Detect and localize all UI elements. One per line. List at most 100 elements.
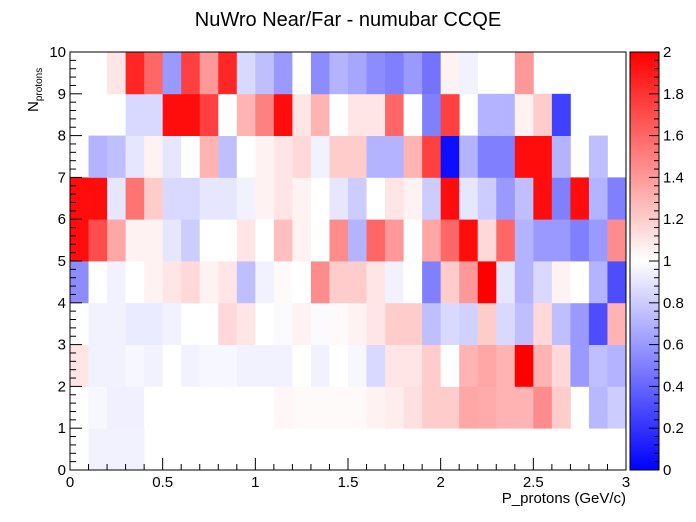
color-scale-axis: 0 0.2 0.4 0.6 0.8 1 1.2 1.4 1.6 1.8 2 xyxy=(649,44,684,479)
heatmap-cell xyxy=(70,302,89,345)
heatmap-cell xyxy=(366,52,386,95)
heatmap-cell xyxy=(70,428,89,471)
heatmap-cell xyxy=(551,261,571,304)
heatmap-cell xyxy=(218,52,238,95)
heatmap-cell xyxy=(348,177,367,220)
heatmap-cell xyxy=(273,344,293,387)
heatmap-cell xyxy=(551,219,571,262)
heatmap-cell xyxy=(533,177,553,220)
heatmap-cell xyxy=(588,261,608,304)
heatmap-cell xyxy=(329,344,349,387)
heatmap-cell xyxy=(385,135,404,178)
heatmap-cell xyxy=(385,386,404,429)
heatmap-cell xyxy=(514,52,534,95)
heatmap-cell xyxy=(348,344,367,387)
heatmap-cell xyxy=(107,135,126,178)
heatmap-cell xyxy=(496,386,516,429)
y-tick-label: 0 xyxy=(58,462,66,479)
heatmap-cell xyxy=(329,302,349,345)
heatmap-cell xyxy=(440,261,460,304)
heatmap-cell xyxy=(292,261,312,304)
heatmap-cell xyxy=(218,135,238,178)
heatmap-cell xyxy=(422,177,442,220)
heatmap-cell xyxy=(403,302,423,345)
heatmap-cell xyxy=(162,52,182,95)
z-tick-label: 1.8 xyxy=(663,86,684,103)
heatmap-cell xyxy=(88,177,108,220)
x-tick-label: 2.5 xyxy=(523,474,544,491)
heatmap-cell xyxy=(144,344,164,387)
heatmap-cell xyxy=(236,93,256,136)
heatmap-cell xyxy=(199,219,219,262)
heatmap-cell xyxy=(273,135,293,178)
z-tick-label: 0.2 xyxy=(663,420,684,437)
heatmap-cell xyxy=(440,302,460,345)
heatmap-cell xyxy=(607,386,627,429)
heatmap-cell xyxy=(514,219,534,262)
heatmap-cell xyxy=(199,52,219,95)
heatmap-cell xyxy=(422,344,442,387)
heatmap-cell xyxy=(551,93,571,136)
heatmap-cell xyxy=(88,344,108,387)
heatmap-cell xyxy=(607,219,627,262)
heatmap-cell xyxy=(144,219,164,262)
heatmap-cell xyxy=(422,93,442,136)
y-tick-label: 5 xyxy=(58,253,66,270)
heatmap-cell xyxy=(125,428,145,471)
heatmap-cell xyxy=(107,428,126,471)
heatmap-cell xyxy=(588,302,608,345)
heatmap-cells xyxy=(70,52,627,471)
heatmap-cell xyxy=(588,219,608,262)
heatmap-cell xyxy=(236,219,256,262)
heatmap-cell xyxy=(310,177,330,220)
heatmap-cell xyxy=(329,177,349,220)
z-tick-label: 0.6 xyxy=(663,337,684,354)
y-tick-label: 9 xyxy=(58,86,66,103)
heatmap-cell xyxy=(496,261,516,304)
heatmap-cell xyxy=(348,52,367,95)
heatmap-cell xyxy=(88,386,108,429)
heatmap-cell xyxy=(514,177,534,220)
heatmap-cell xyxy=(496,135,516,178)
heatmap-cell xyxy=(144,52,164,95)
y-axis: 0 1 2 3 4 5 6 7 8 9 10 xyxy=(49,44,82,479)
heatmap-cell xyxy=(385,344,404,387)
heatmap-cell xyxy=(125,344,145,387)
x-tick-label: 2 xyxy=(436,474,444,491)
heatmap-cell xyxy=(403,177,423,220)
heatmap-cell xyxy=(199,177,219,220)
heatmap-cell xyxy=(310,386,330,429)
heatmap-cell xyxy=(273,219,293,262)
heatmap-cell xyxy=(292,177,312,220)
heatmap-cell xyxy=(329,52,349,95)
x-axis-label: P_protons (GeV/c) xyxy=(502,490,626,507)
heatmap-cell xyxy=(440,177,460,220)
heatmap-cell xyxy=(366,177,386,220)
heatmap-cell xyxy=(107,219,126,262)
heatmap-cell xyxy=(551,344,571,387)
heatmap-cell xyxy=(218,261,238,304)
z-tick-label: 0.8 xyxy=(663,295,684,312)
heatmap-cell xyxy=(255,386,275,429)
z-tick-label: 1 xyxy=(663,253,671,270)
heatmap-cell xyxy=(385,261,404,304)
heatmap-cell xyxy=(88,428,108,471)
heatmap-cell xyxy=(162,135,182,178)
x-tick-label: 0.5 xyxy=(152,474,173,491)
heatmap-cell xyxy=(255,261,275,304)
heatmap-cell xyxy=(440,219,460,262)
heatmap-cell xyxy=(551,135,571,178)
heatmap-cell xyxy=(310,344,330,387)
heatmap-cell xyxy=(348,93,367,136)
heatmap-cell xyxy=(107,302,126,345)
heatmap-cell xyxy=(292,386,312,429)
heatmap-cell xyxy=(125,219,145,262)
heatmap-cell xyxy=(255,177,275,220)
heatmap-cell xyxy=(440,93,460,136)
heatmap-cell xyxy=(144,93,164,136)
heatmap-cell xyxy=(385,302,404,345)
heatmap-cell xyxy=(366,219,386,262)
heatmap-cell xyxy=(607,344,627,387)
heatmap-cell xyxy=(273,261,293,304)
heatmap-cell xyxy=(162,261,182,304)
